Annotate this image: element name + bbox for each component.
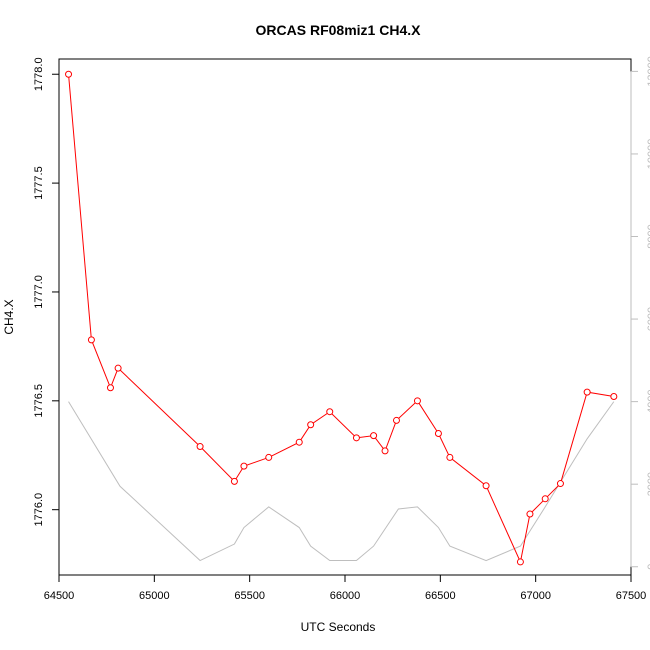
data-point	[526, 510, 534, 518]
data-point	[516, 558, 524, 566]
data-point	[352, 434, 360, 442]
x-tick-label: 66500	[425, 590, 456, 602]
data-point	[307, 421, 315, 429]
x-axis: 64500 65000 65500 66000 66500 67000 67500	[44, 574, 647, 602]
data-point	[106, 384, 114, 392]
y2-tick-label: 4000	[646, 389, 650, 413]
data-point	[446, 453, 454, 461]
x-tick-label: 65000	[139, 590, 170, 602]
series-left	[65, 70, 618, 566]
data-point	[240, 462, 248, 470]
x-tick-label: 67000	[520, 590, 551, 602]
x-tick-label: 66000	[330, 590, 361, 602]
data-point	[482, 482, 490, 490]
series-right-line	[68, 401, 615, 562]
data-point	[230, 477, 238, 485]
data-point	[87, 336, 95, 344]
y-tick-label: 1777.0	[33, 275, 45, 309]
data-point	[196, 443, 204, 451]
data-point	[326, 408, 334, 416]
y2-tick-label: 0	[646, 564, 650, 570]
y2-tick-label: 8000	[646, 224, 650, 248]
y2-tick-label: 6000	[646, 307, 650, 331]
data-point	[610, 392, 618, 400]
series-right	[68, 401, 615, 562]
y-tick-label: 1776.0	[33, 493, 45, 527]
x-tick-label: 64500	[44, 590, 75, 602]
data-point	[583, 388, 591, 396]
data-point	[295, 438, 303, 446]
x-tick-label: 67500	[616, 590, 647, 602]
y-axis-label: CH4.X	[2, 299, 16, 334]
x-axis-label: UTC Seconds	[301, 620, 376, 634]
x-tick-label: 65500	[234, 590, 265, 602]
data-point	[265, 453, 273, 461]
y-tick-label: 1777.5	[33, 166, 45, 200]
data-point	[413, 397, 421, 405]
y2-tick-label: 10000	[646, 139, 650, 170]
data-point	[65, 70, 73, 78]
series-left-line	[68, 74, 614, 564]
data-point	[556, 480, 564, 488]
y2-axis: 0 2000 4000 6000 8000 10000 12000	[630, 56, 650, 570]
data-point	[381, 447, 389, 455]
y2-tick-label: 12000	[646, 56, 650, 87]
data-point	[541, 495, 549, 503]
data-point	[434, 429, 442, 437]
chart-title: ORCAS RF08miz1 CH4.X	[256, 22, 422, 38]
y-axis: 1776.0 1776.5 1777.0 1777.5 1778.0	[33, 57, 60, 527]
y2-tick-label: 2000	[646, 472, 650, 496]
y-tick-label: 1778.0	[33, 57, 45, 91]
data-point	[392, 416, 400, 424]
y-tick-label: 1776.5	[33, 384, 45, 418]
data-point	[370, 432, 378, 440]
data-point	[114, 364, 122, 372]
